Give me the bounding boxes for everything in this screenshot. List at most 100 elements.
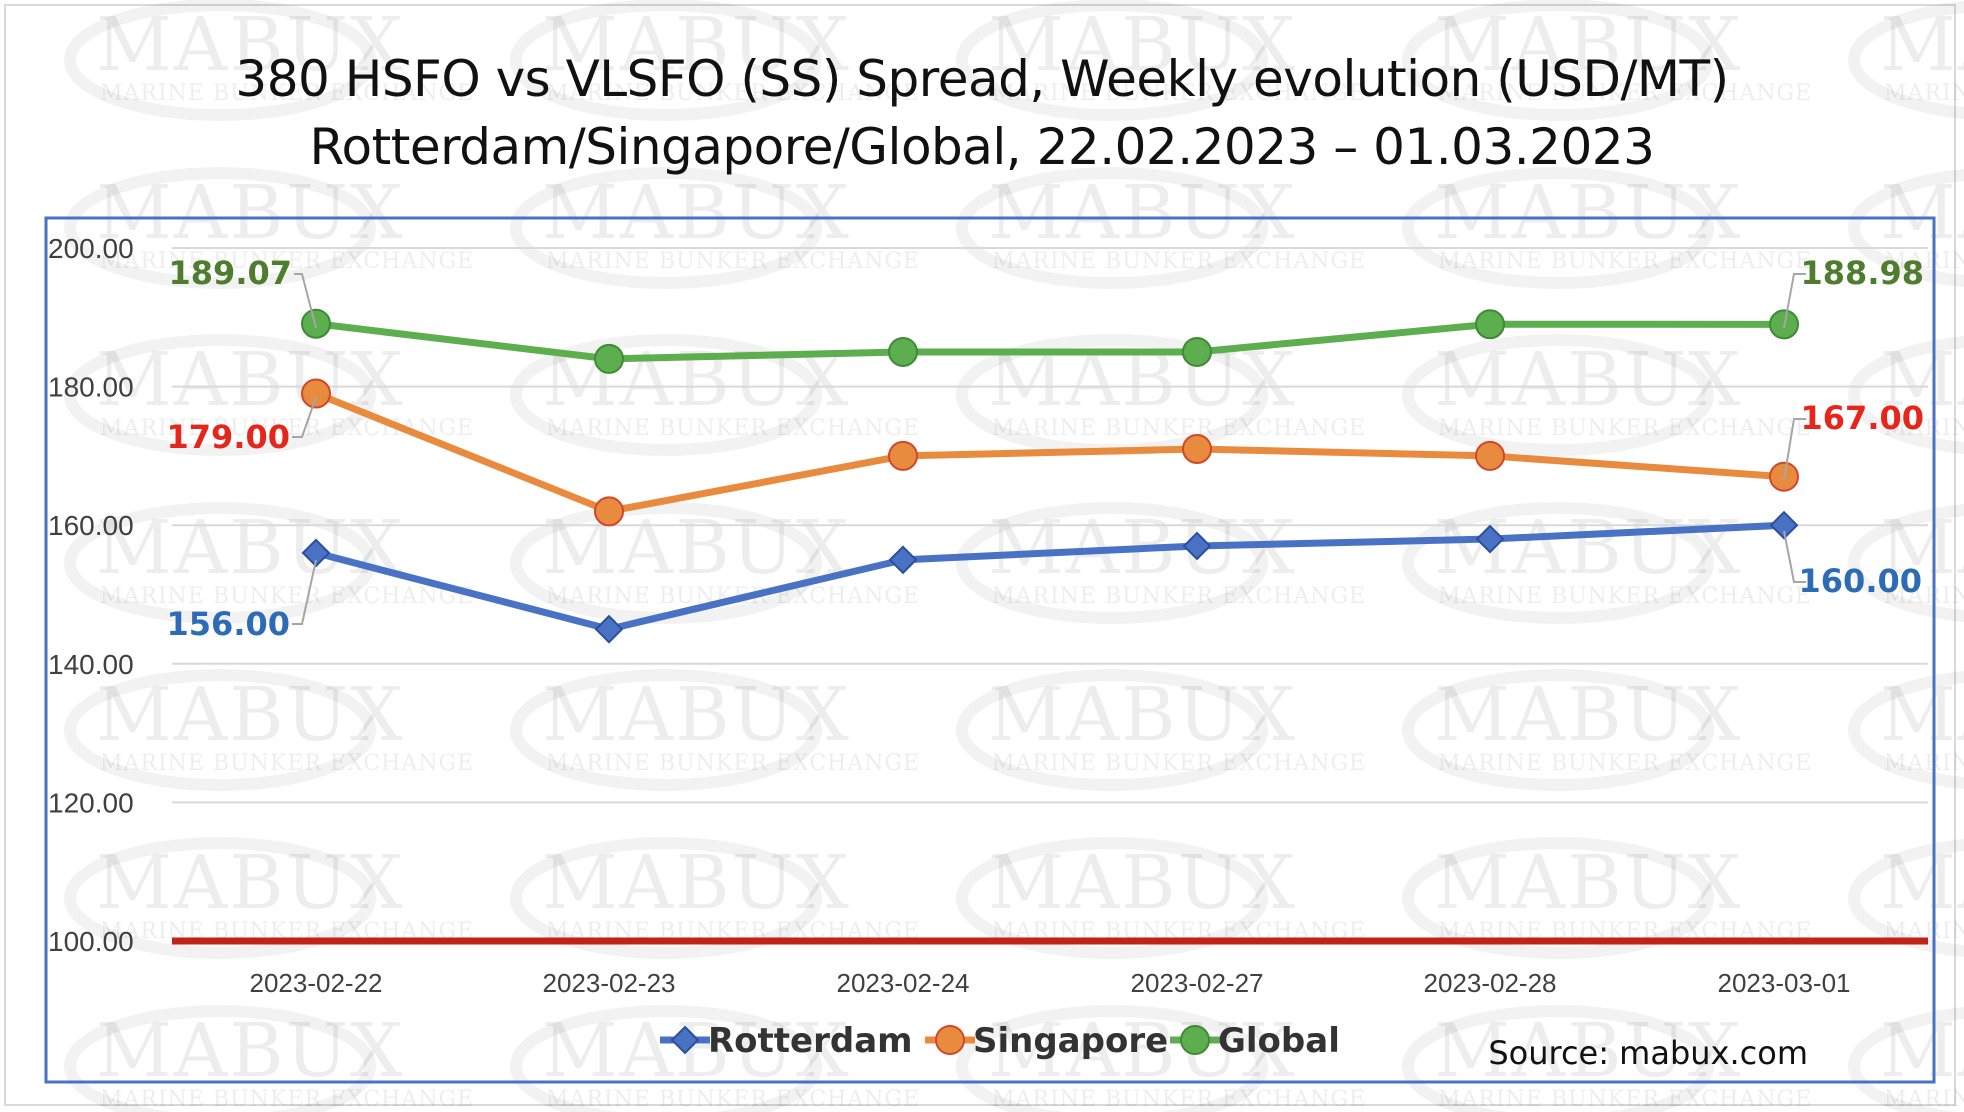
watermark-brand: MABUX [1880,1008,1964,1094]
watermark-brand: MABUX [96,672,405,758]
data-point-global [1475,309,1505,340]
legend-swatch-marker [1180,1025,1210,1055]
watermark-brand: MABUX [96,2,405,88]
watermark-brand: MABUX [1880,505,1964,591]
data-point-global [1182,336,1212,367]
watermark-brand: MABUX [1880,337,1964,423]
watermark-brand: MABUX [988,170,1297,256]
data-label-global-first: 189.07 [169,254,292,292]
chart-title-line-2: Rotterdam/Singapore/Global, 22.02.2023 –… [309,118,1655,176]
watermark-swoosh [1848,0,1964,120]
x-tick-label: 2023-02-28 [1424,968,1557,998]
data-point-rotterdam [1182,531,1212,561]
watermark-brand: MABUX [542,1008,851,1094]
legend-label: Global [1218,1021,1340,1061]
watermark-tagline: MARINE BUNKER EXCHANGE [1884,751,1964,776]
watermark-tagline: MARINE BUNKER EXCHANGE [100,249,474,274]
watermark-swoosh [1402,837,1714,959]
watermark-swoosh [956,167,1268,289]
leader-line-rotterdam [1783,530,1806,583]
x-tick-label: 2023-02-23 [543,968,676,998]
x-tick-label: 2023-02-22 [250,968,383,998]
watermark-swoosh [1848,1006,1964,1112]
watermark-brand: MABUX [1434,672,1743,758]
leader-line-rotterdam [292,559,317,625]
leader-line-singapore [292,396,317,438]
legend-item-rotterdam: Rotterdam [660,1021,913,1061]
watermark-brand: MABUX [1880,170,1964,256]
watermark-tagline: MARINE BUNKER EXCHANGE [546,751,920,776]
watermark-swoosh [64,669,376,791]
watermark-swoosh [64,0,376,121]
watermark-swoosh [1848,838,1964,958]
watermark-swoosh [1402,669,1714,791]
legend-label: Rotterdam [708,1021,913,1061]
watermark-swoosh [64,837,376,959]
watermark-brand: MABUX [1434,840,1743,926]
watermark-tagline: MARINE BUNKER EXCHANGE [100,1087,474,1112]
watermark-brand: MABUX [542,2,851,88]
y-tick-label: 100.00 [48,926,134,957]
data-point-global [594,343,624,374]
data-point-singapore [1475,440,1505,471]
data-point-rotterdam [1475,524,1505,554]
watermark-brand: MABUX [1880,672,1964,758]
legend-item-global: Global [1170,1021,1340,1061]
y-tick-label: 140.00 [48,649,134,680]
data-point-singapore [594,496,624,527]
watermark-swoosh [64,334,376,456]
watermark-swoosh [510,334,822,456]
watermark-brand: MABUX [1434,2,1743,88]
watermark-swoosh [956,0,1268,121]
watermark-brand: MABUX [96,840,405,926]
chart-area-border [44,216,1936,1084]
y-tick-label: 160.00 [48,510,134,541]
data-point-singapore [301,378,331,409]
leader-line-singapore [1783,418,1806,481]
watermark-swoosh [1402,0,1714,121]
watermark-brand: MABUX [988,672,1297,758]
watermark-brand: MABUX [1434,337,1743,423]
series-line-singapore [314,390,1785,515]
leader-line-global [294,273,317,329]
data-label-global-last: 188.98 [1801,254,1924,292]
watermark-tagline: MARINE BUNKER EXCHANGE [100,751,474,776]
legend-item-singapore: Singapore [925,1021,1168,1061]
legend-swatch-marker [670,1025,700,1055]
watermark-tagline: MARINE BUNKER EXCHANGE [1438,751,1812,776]
watermark-tagline: MARINE BUNKER EXCHANGE [546,81,920,106]
x-tick-label: 2023-02-27 [1131,968,1264,998]
watermark-swoosh [956,837,1268,959]
data-label-rotterdam-last: 160.00 [1799,562,1922,600]
watermark-tagline: MARINE BUNKER EXCHANGE [1884,81,1964,106]
watermark-tagline: MARINE BUNKER EXCHANGE [546,249,920,274]
data-point-rotterdam [301,538,331,568]
watermark-swoosh [956,1005,1268,1112]
chart-title-line-1: 380 HSFO vs VLSFO (SS) Spread, Weekly ev… [235,50,1729,108]
watermark-tagline: MARINE BUNKER EXCHANGE [1884,416,1964,441]
x-tick-label: 2023-03-01 [1718,968,1851,998]
watermark-swoosh [510,167,822,289]
watermark-brand: MABUX [542,170,851,256]
watermark-tagline: MARINE BUNKER EXCHANGE [1438,416,1812,441]
watermark-swoosh [64,502,376,624]
watermark-swoosh [1848,670,1964,790]
watermark-tagline: MARINE BUNKER EXCHANGE [992,1087,1366,1112]
